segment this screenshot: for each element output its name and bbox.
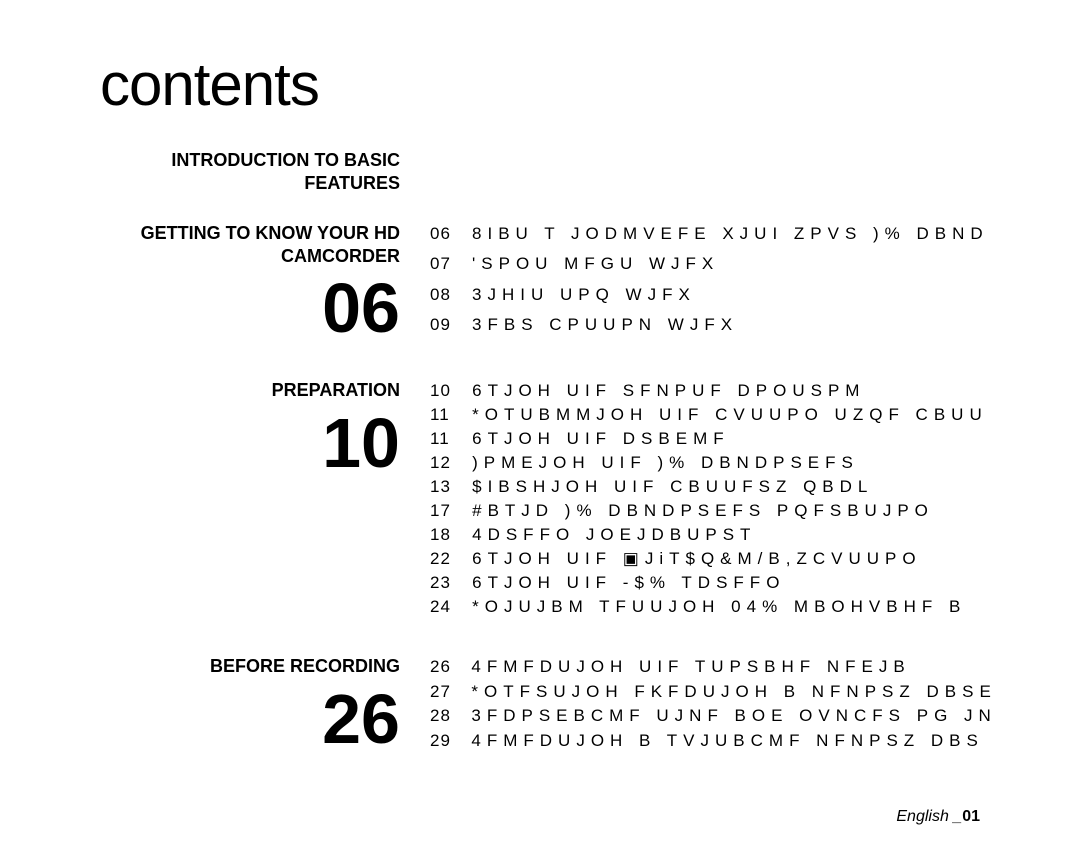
toc-item-page: 26 — [430, 655, 471, 680]
toc-item: 13$IBSHJOH UIF CBUUFSZ QBDL — [430, 475, 1030, 499]
toc-item-label: $IBSHJOH UIF CBUUFSZ QBDL — [472, 475, 1030, 499]
spacer — [100, 343, 400, 379]
spacer — [430, 619, 1030, 655]
toc-grid: INTRODUCTION TO BASIC FEATURES GETTING T… — [100, 149, 1030, 754]
toc-item-label: 6TJOH UIF -$% TDSFFO — [472, 571, 1030, 595]
page-language-footer: English _01 — [896, 808, 980, 826]
toc-item-page: 24 — [430, 595, 472, 619]
toc-item-label: 6TJOH UIF ▣JiT$Q&M/B,ZCVUUPO — [472, 547, 1030, 571]
section-title-line: CAMCORDER — [281, 246, 400, 266]
section-left-before: BEFORE RECORDING 26 — [100, 655, 400, 754]
toc-item-page: 08 — [430, 283, 472, 313]
section-left-getting: GETTING TO KNOW YOUR HD CAMCORDER 06 — [100, 222, 400, 343]
toc-item-page: 10 — [430, 379, 472, 403]
toc-item: 116TJOH UIF DSBEMF — [430, 427, 1030, 451]
toc-item-label: 'SPOU MFGU WJFX — [472, 252, 1030, 282]
toc-item-label: 3JHIU UPQ WJFX — [472, 283, 1030, 313]
toc-item-page: 22 — [430, 547, 472, 571]
toc-item-label: 4FMFDUJOH B TVJUBCMF NFNPSZ DBS — [471, 729, 1030, 754]
toc-item: 24*OJUJBM TFUUJOH 04% MBOHVBHF B — [430, 595, 1030, 619]
section-title-getting: GETTING TO KNOW YOUR HD CAMCORDER — [100, 222, 400, 267]
toc-item: 226TJOH UIF ▣JiT$Q&M/B,ZCVUUPO — [430, 547, 1030, 571]
lang-label: English _ — [896, 808, 962, 825]
section-title-line: BEFORE RECORDING — [210, 656, 400, 676]
toc-item-page: 12 — [430, 451, 472, 475]
lang-page-number: 01 — [962, 808, 980, 825]
toc-item: 093FBS CPUUPN WJFX — [430, 313, 1030, 343]
section-items-preparation: 106TJOH UIF SFNPUF DPOUSPM 11*OTUBMMJOH … — [430, 379, 1030, 619]
section-left-preparation: PREPARATION 10 — [100, 379, 400, 619]
section-items-getting: 068IBU T JODMVEFE XJUI ZPVS )% DBND 07'S… — [430, 222, 1030, 343]
section-title-preparation: PREPARATION — [100, 379, 400, 402]
manual-toc-page: contents INTRODUCTION TO BASIC FEATURES … — [0, 0, 1080, 866]
toc-item-page: 23 — [430, 571, 472, 595]
toc-item-page: 18 — [430, 523, 472, 547]
section-title-before: BEFORE RECORDING — [100, 655, 400, 678]
toc-item: 17#BTJD )% DBNDPSEFS PQFSBUJPO — [430, 499, 1030, 523]
page-title: contents — [100, 50, 1030, 119]
toc-item-page: 07 — [430, 252, 472, 282]
toc-item-label: *OTFSUJOH FKFDUJOH B NFNPSZ DBSE — [471, 680, 1030, 705]
toc-item: 12)PMEJOH UIF )% DBNDPSEFS — [430, 451, 1030, 475]
toc-item-label: 3FDPSEBCMF UJNF BOE OVNCFS PG JN — [471, 704, 1030, 729]
toc-item-label: 4FMFDUJOH UIF TUPSBHF NFEJB — [471, 655, 1030, 680]
toc-item: 11*OTUBMMJOH UIF CVUUPO UZQF CBUU — [430, 403, 1030, 427]
toc-item-page: 13 — [430, 475, 472, 499]
toc-item-page: 11 — [430, 427, 472, 451]
section-title-line: FEATURES — [304, 173, 400, 193]
toc-item-label: )PMEJOH UIF )% DBNDPSEFS — [472, 451, 1030, 475]
toc-item-page: 11 — [430, 403, 472, 427]
toc-item-label: 6TJOH UIF DSBEMF — [472, 427, 1030, 451]
toc-item: 264FMFDUJOH UIF TUPSBHF NFEJB — [430, 655, 1030, 680]
toc-item-label: 4DSFFO JOEJDBUPST — [472, 523, 1030, 547]
toc-item: 083JHIU UPQ WJFX — [430, 283, 1030, 313]
toc-item-page: 27 — [430, 680, 471, 705]
section-items-empty — [430, 149, 1030, 222]
toc-item-label: 3FBS CPUUPN WJFX — [472, 313, 1030, 343]
toc-item: 27*OTFSUJOH FKFDUJOH B NFNPSZ DBSE — [430, 680, 1030, 705]
toc-item-page: 17 — [430, 499, 472, 523]
toc-item-label: *OTUBMMJOH UIF CVUUPO UZQF CBUU — [472, 403, 1030, 427]
spacer — [100, 619, 400, 655]
toc-item-label: *OJUJBM TFUUJOH 04% MBOHVBHF B — [472, 595, 1030, 619]
section-title-line: PREPARATION — [272, 380, 400, 400]
toc-item-page: 28 — [430, 704, 471, 729]
toc-item: 106TJOH UIF SFNPUF DPOUSPM — [430, 379, 1030, 403]
section-title-line: GETTING TO KNOW YOUR HD — [141, 223, 400, 243]
toc-item: 236TJOH UIF -$% TDSFFO — [430, 571, 1030, 595]
toc-item-page: 29 — [430, 729, 471, 754]
toc-item: 068IBU T JODMVEFE XJUI ZPVS )% DBND — [430, 222, 1030, 252]
toc-item: 294FMFDUJOH B TVJUBCMF NFNPSZ DBS — [430, 729, 1030, 754]
toc-item-label: #BTJD )% DBNDPSEFS PQFSBUJPO — [472, 499, 1030, 523]
toc-item: 07'SPOU MFGU WJFX — [430, 252, 1030, 282]
toc-item: 184DSFFO JOEJDBUPST — [430, 523, 1030, 547]
toc-item-label: 6TJOH UIF SFNPUF DPOUSPM — [472, 379, 1030, 403]
spacer — [430, 343, 1030, 379]
section-bignum-getting: 06 — [100, 273, 400, 343]
section-title-intro: INTRODUCTION TO BASIC FEATURES — [100, 149, 400, 194]
toc-item-page: 06 — [430, 222, 472, 252]
section-title-line: INTRODUCTION TO BASIC — [171, 150, 400, 170]
section-items-before: 264FMFDUJOH UIF TUPSBHF NFEJB 27*OTFSUJO… — [430, 655, 1030, 754]
toc-item-label: 8IBU T JODMVEFE XJUI ZPVS )% DBND — [472, 222, 1030, 252]
toc-item-page: 09 — [430, 313, 472, 343]
section-bignum-preparation: 10 — [100, 408, 400, 478]
toc-item: 283FDPSEBCMF UJNF BOE OVNCFS PG JN — [430, 704, 1030, 729]
section-bignum-before: 26 — [100, 684, 400, 754]
